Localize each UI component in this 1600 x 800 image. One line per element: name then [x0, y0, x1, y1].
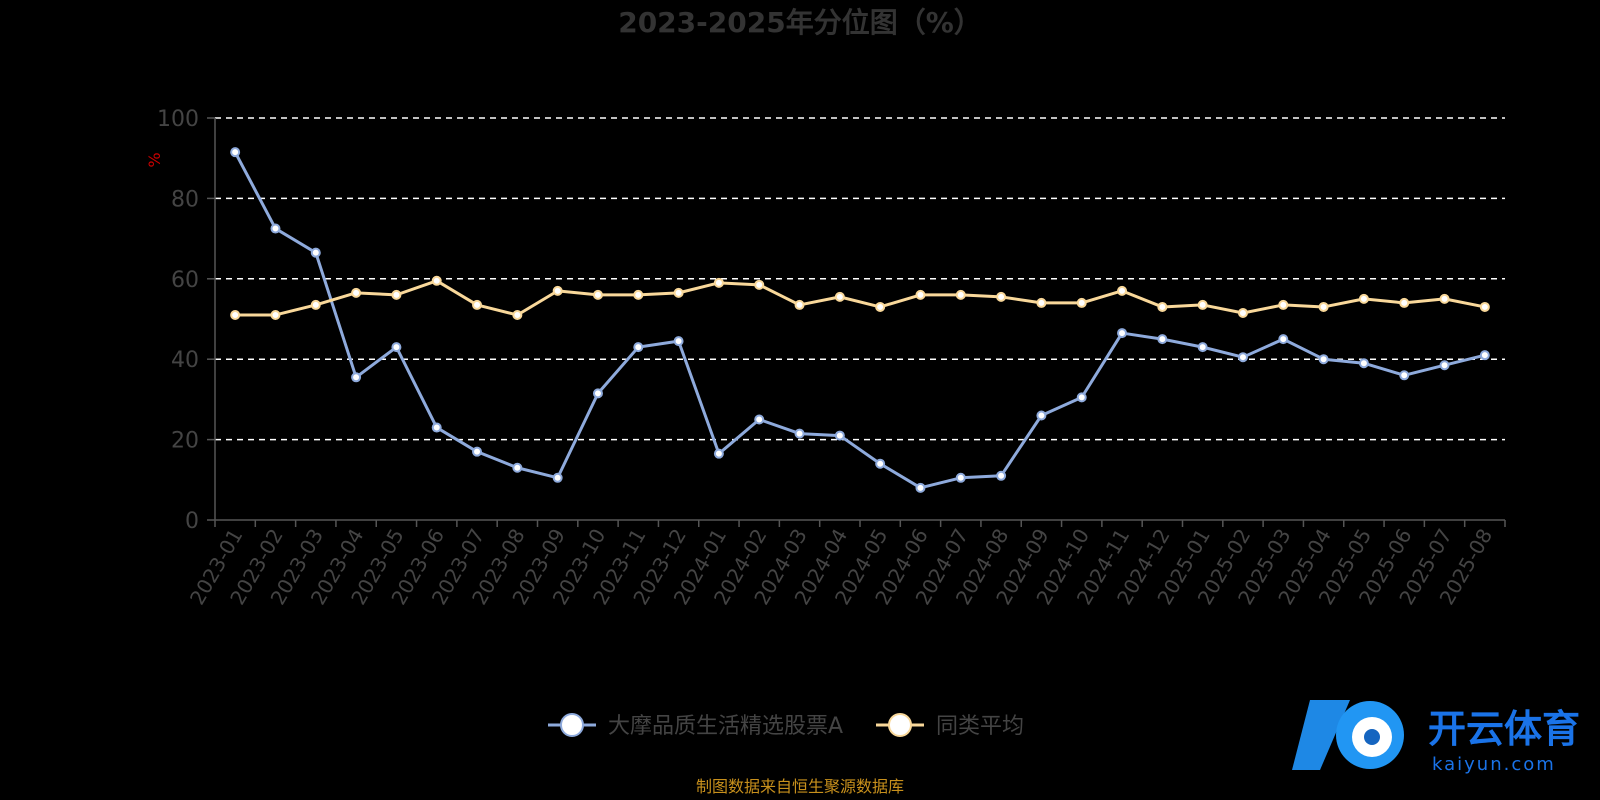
data-point [1036, 297, 1047, 308]
logo-brand-text: 开云体育 [1428, 707, 1580, 751]
data-point [875, 458, 886, 469]
y-tick-label: 80 [171, 187, 199, 212]
data-point [230, 309, 241, 320]
y-tick-label: 40 [171, 348, 199, 373]
kaiyun-logo: 开云体育 kaiyun.com [1292, 700, 1580, 775]
logo-emblem-icon [1292, 700, 1404, 770]
data-point [1036, 410, 1047, 421]
logo-url-text: kaiyun.com [1432, 754, 1556, 775]
data-point [834, 430, 845, 441]
data-point [633, 289, 644, 300]
data-point [1076, 392, 1087, 403]
data-point [552, 285, 563, 296]
legend-item-0: 大摩品质生活精选股票A [548, 713, 843, 739]
grid [215, 117, 1505, 441]
data-point [431, 275, 442, 286]
data-point [1237, 307, 1248, 318]
legend-swatch-marker [560, 713, 584, 737]
data-point [875, 301, 886, 312]
data-point [431, 422, 442, 433]
data-point [996, 291, 1007, 302]
data-point [1278, 334, 1289, 345]
data-point [1439, 293, 1450, 304]
data-point [1076, 297, 1087, 308]
data-point [754, 279, 765, 290]
data-point [1318, 354, 1329, 365]
data-point [310, 299, 321, 310]
data-point [673, 336, 684, 347]
data-point [915, 482, 926, 493]
data-point [955, 472, 966, 483]
data-point [270, 309, 281, 320]
data-point [1479, 350, 1490, 361]
y-tick-label: 20 [171, 429, 199, 454]
data-point [1318, 301, 1329, 312]
data-point [552, 472, 563, 483]
data-point [996, 470, 1007, 481]
legend-label: 同类平均 [936, 714, 1024, 739]
data-point [1157, 334, 1168, 345]
chart-title: 2023-2025年分位图（%） [618, 6, 982, 39]
data-point [673, 287, 684, 298]
data-point [713, 277, 724, 288]
data-point [794, 428, 805, 439]
data-point [794, 299, 805, 310]
data-point [1439, 360, 1450, 371]
data-point [270, 223, 281, 234]
data-point [351, 372, 362, 383]
y-tick-label: 60 [171, 268, 199, 293]
legend-item-1: 同类平均 [876, 713, 1024, 739]
series-line-0 [233, 151, 1486, 490]
data-point [1117, 285, 1128, 296]
data-point [472, 299, 483, 310]
legend: 大摩品质生活精选股票A 同类平均 [548, 713, 1024, 739]
y-axis-unit: % [145, 152, 164, 167]
data-source-note: 制图数据来自恒生聚源数据库 [696, 777, 904, 796]
legend-label: 大摩品质生活精选股票A [608, 714, 843, 739]
data-point [592, 289, 603, 300]
data-point [472, 446, 483, 457]
data-point [834, 291, 845, 302]
data-point [512, 309, 523, 320]
data-point [1358, 293, 1369, 304]
series-line-1 [235, 279, 1486, 317]
axes: 0204060801002023-012023-022023-032023-04… [157, 107, 1506, 609]
data-point [1157, 301, 1168, 312]
data-point [1197, 299, 1208, 310]
data-point [1358, 358, 1369, 369]
series [230, 147, 1490, 493]
data-point [955, 289, 966, 300]
data-point [1237, 352, 1248, 363]
data-point [1399, 370, 1410, 381]
data-point [1197, 342, 1208, 353]
legend-swatch-marker [888, 713, 912, 737]
y-tick-label: 0 [185, 509, 199, 534]
data-point [310, 247, 321, 258]
data-point [915, 289, 926, 300]
data-point [1278, 299, 1289, 310]
data-point [351, 287, 362, 298]
data-point [391, 342, 402, 353]
data-point [1399, 297, 1410, 308]
data-point [391, 289, 402, 300]
y-tick-label: 100 [157, 107, 199, 132]
data-point [1117, 328, 1128, 339]
data-point [592, 388, 603, 399]
data-point [512, 462, 523, 473]
data-point [230, 147, 241, 158]
data-point [754, 414, 765, 425]
data-point [713, 448, 724, 459]
data-point [1479, 301, 1490, 312]
data-point [633, 342, 644, 353]
